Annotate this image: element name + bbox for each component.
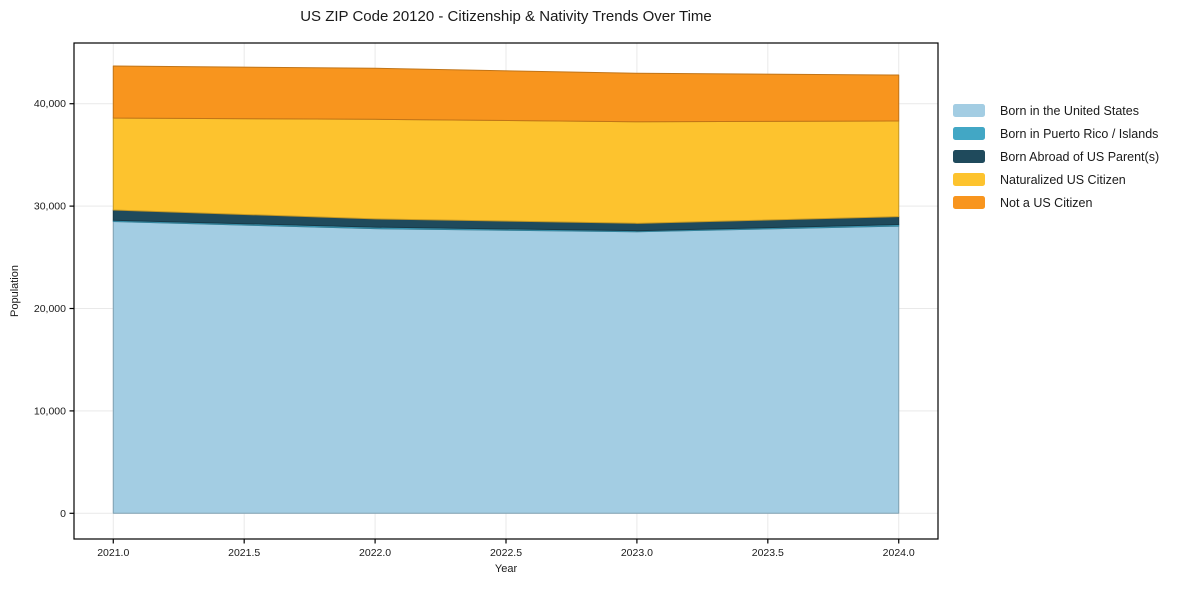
svg-text:2021.0: 2021.0 xyxy=(97,547,129,559)
legend-item: Not a US Citizen xyxy=(953,195,1159,210)
svg-text:30,000: 30,000 xyxy=(34,201,66,213)
svg-text:2022.0: 2022.0 xyxy=(359,547,391,559)
svg-text:20,000: 20,000 xyxy=(34,303,66,315)
legend-label: Born in the United States xyxy=(1000,103,1139,118)
legend-label: Born in Puerto Rico / Islands xyxy=(1000,126,1159,141)
legend-label: Born Abroad of US Parent(s) xyxy=(1000,149,1160,164)
legend-swatch-naturalized xyxy=(953,173,985,186)
legend-label: Naturalized US Citizen xyxy=(1000,172,1126,187)
svg-text:2022.5: 2022.5 xyxy=(490,547,522,559)
svg-text:2023.5: 2023.5 xyxy=(752,547,784,559)
legend-swatch-born-abroad xyxy=(953,150,985,163)
legend-swatch-born-pr xyxy=(953,127,985,140)
svg-text:40,000: 40,000 xyxy=(34,98,66,110)
legend-swatch-born-us xyxy=(953,104,985,117)
legend-swatch-not-citizen xyxy=(953,196,985,209)
legend-item: Born in Puerto Rico / Islands xyxy=(953,126,1159,141)
svg-text:2021.5: 2021.5 xyxy=(228,547,260,559)
legend-item: Born Abroad of US Parent(s) xyxy=(953,149,1160,164)
svg-text:2024.0: 2024.0 xyxy=(883,547,915,559)
svg-text:2023.0: 2023.0 xyxy=(621,547,653,559)
legend: Born in the United States Born in Puerto… xyxy=(953,103,1160,210)
x-axis-label: Year xyxy=(494,563,518,575)
chart-title: US ZIP Code 20120 - Citizenship & Nativi… xyxy=(300,8,712,25)
legend-item: Naturalized US Citizen xyxy=(953,172,1159,187)
legend-label: Not a US Citizen xyxy=(1000,195,1093,210)
svg-text:0: 0 xyxy=(60,508,66,520)
svg-text:10,000: 10,000 xyxy=(34,405,66,417)
legend-item: Born in the United States xyxy=(953,103,1159,118)
